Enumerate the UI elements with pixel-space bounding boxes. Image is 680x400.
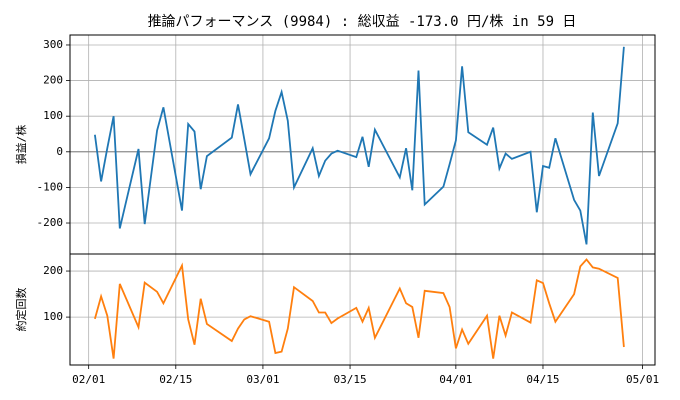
chart-title: 推論パフォーマンス (9984) : 総収益 -173.0 円/株 in 59 …: [148, 14, 577, 30]
y-tick-label: 200: [43, 74, 63, 87]
x-tick-label: 04/15: [526, 373, 559, 386]
x-tick-label: 02/15: [159, 373, 192, 386]
y-axis-label: 損益/株: [14, 125, 28, 165]
y-axis-label: 約定回数: [14, 288, 28, 332]
y-tick-label: 100: [43, 310, 63, 323]
data-line: [94, 258, 625, 359]
data-line: [94, 46, 625, 245]
x-tick-label: 04/01: [439, 373, 472, 386]
x-tick-label: 02/01: [72, 373, 105, 386]
y-tick-label: 0: [56, 145, 63, 158]
plot-frame: [69, 34, 656, 255]
x-tick-label: 03/15: [333, 373, 366, 386]
y-tick-label: 300: [43, 38, 63, 51]
x-tick-label: 05/01: [626, 373, 659, 386]
y-tick-label: -200: [37, 216, 64, 229]
y-tick-label: 100: [43, 109, 63, 122]
y-tick-label: -100: [37, 180, 64, 193]
x-tick-label: 03/01: [246, 373, 279, 386]
y-tick-label: 200: [43, 264, 63, 277]
plot-frame: [69, 253, 656, 366]
